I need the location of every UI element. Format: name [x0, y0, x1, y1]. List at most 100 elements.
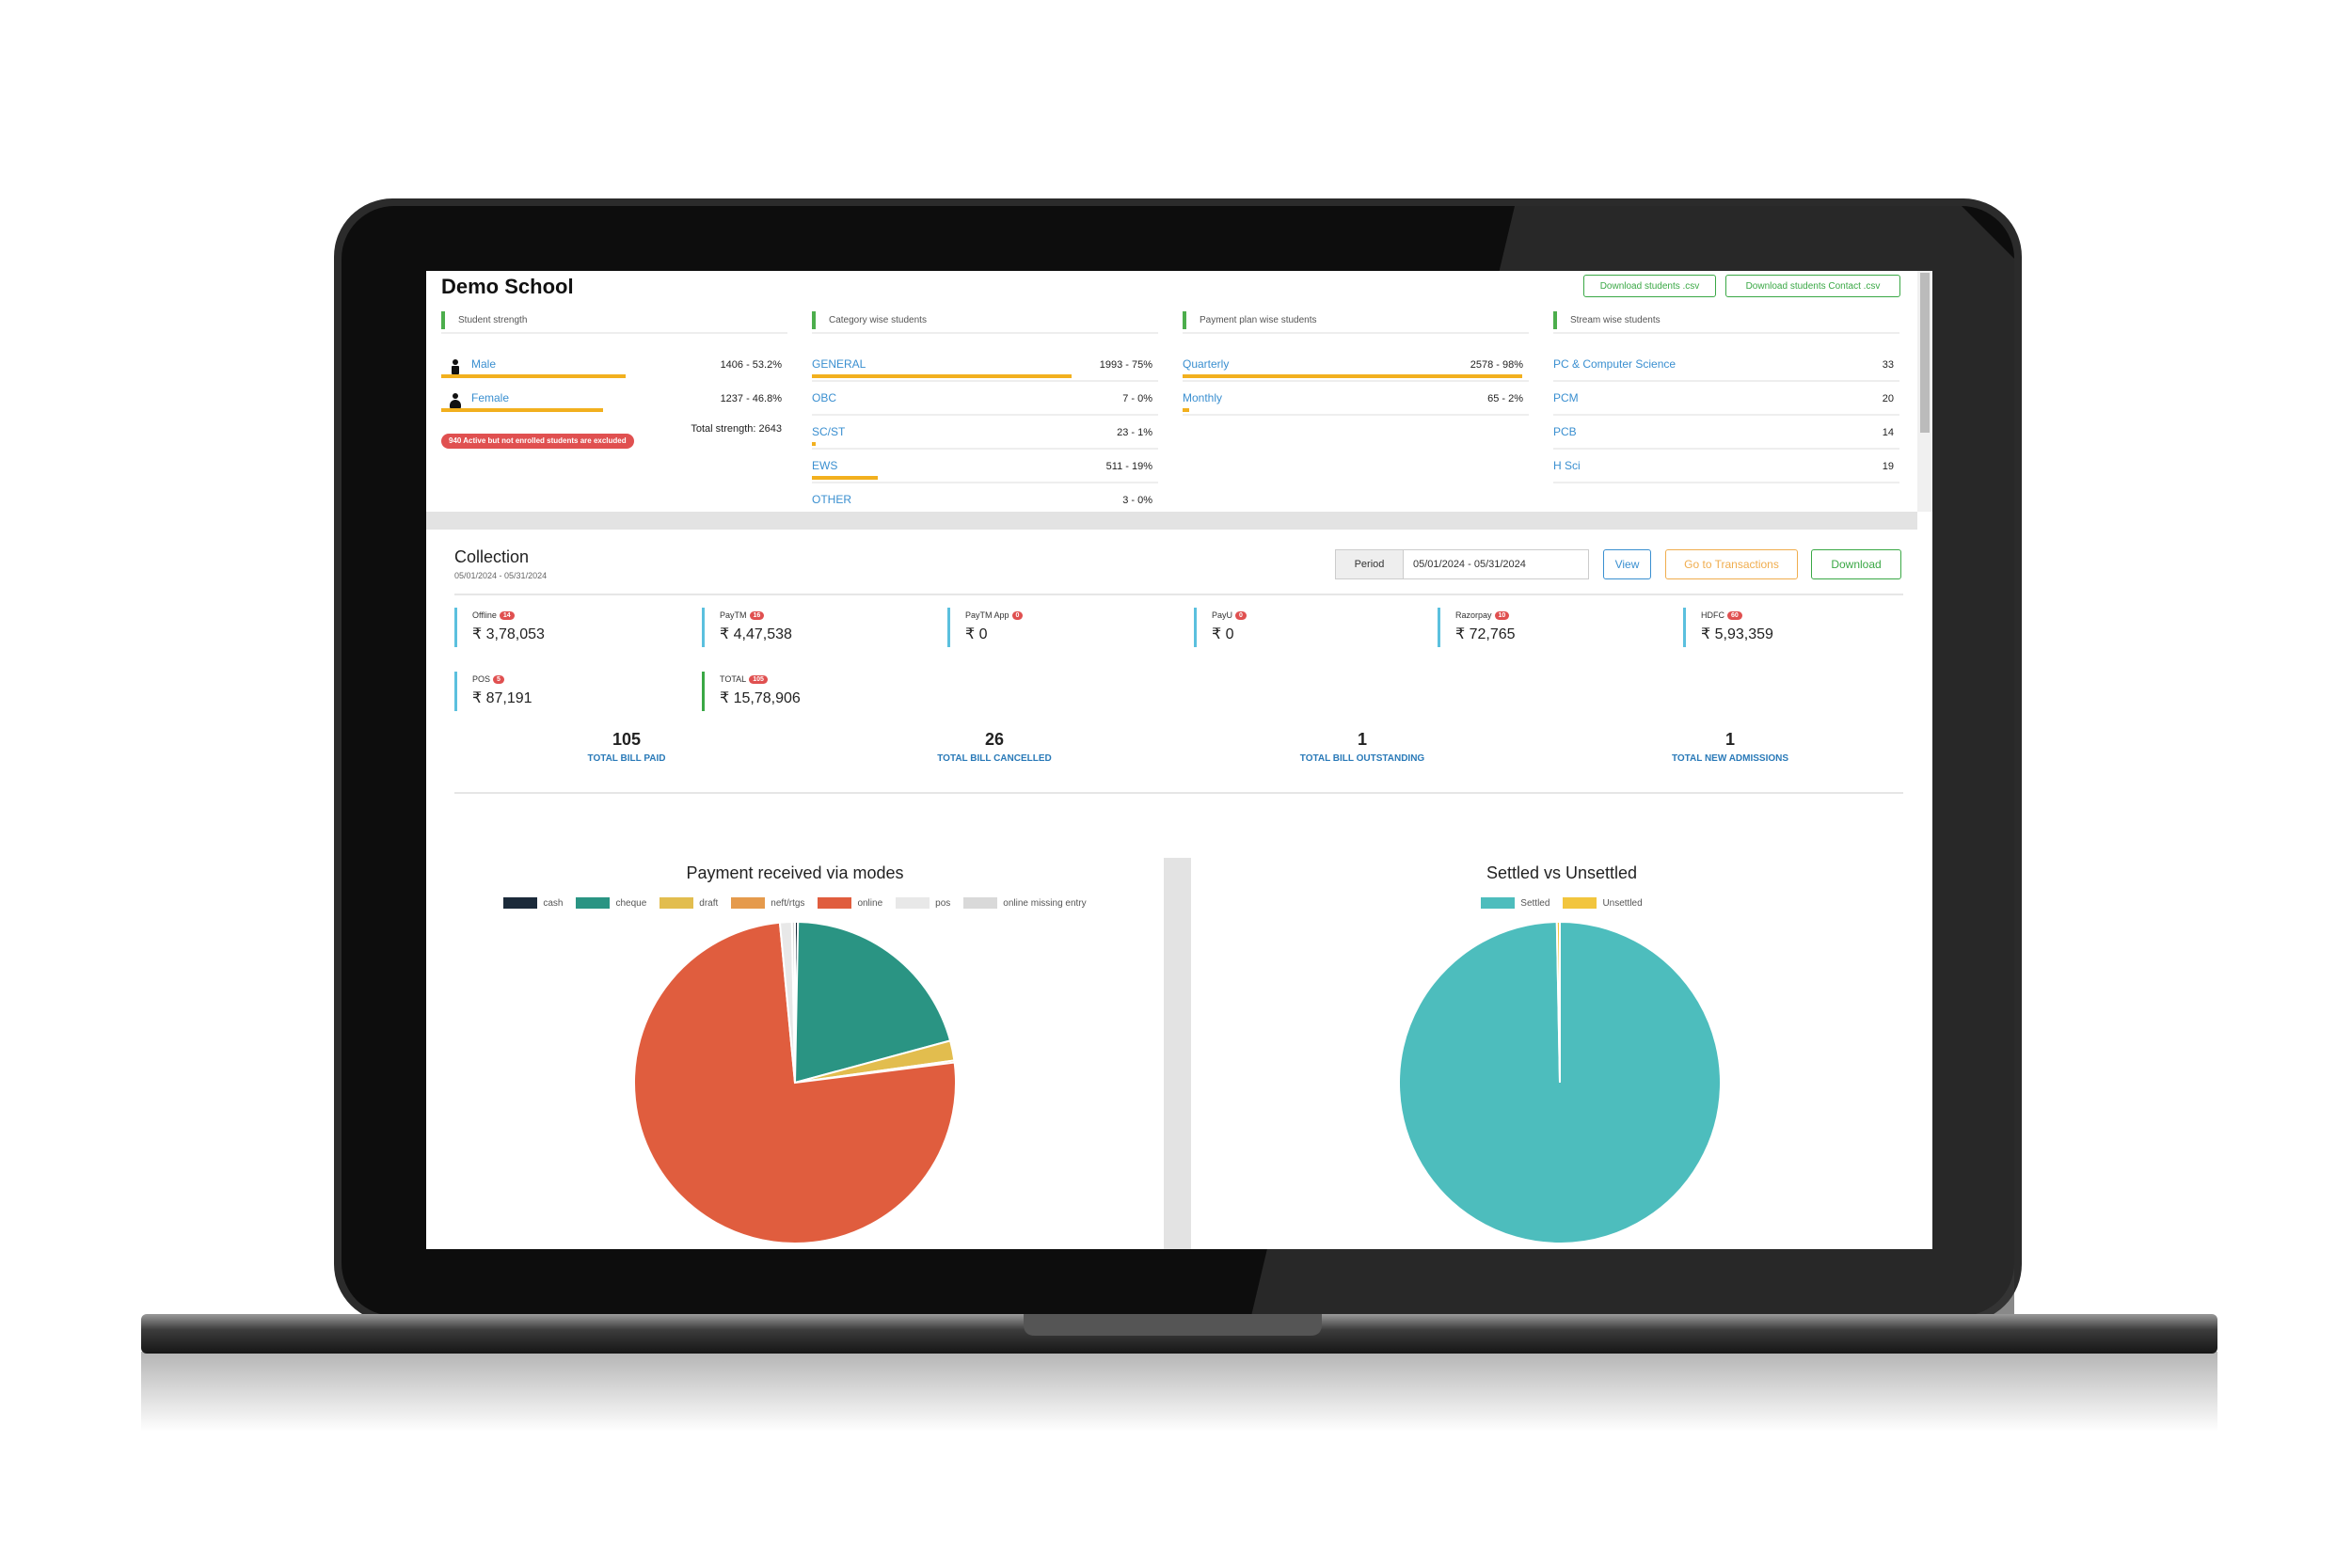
pie-slice [790, 920, 796, 1084]
chart: Settled vs Unsettled Settled Unsettled [1191, 863, 1932, 1249]
chart-title: Settled vs Unsettled [1486, 863, 1638, 882]
row-track [812, 414, 1158, 416]
stat: 105 TOTAL BILL PAID [485, 730, 768, 764]
legend-item[interactable]: pos [896, 897, 950, 909]
row-label[interactable]: OTHER [812, 493, 851, 506]
panel-row: GENERAL 1993 - 75% [812, 354, 1158, 384]
collection-date: 05/01/2024 - 05/31/2024 [454, 571, 548, 580]
row-label[interactable]: EWS [812, 459, 838, 472]
action-button[interactable]: Download [1811, 549, 1901, 579]
panel-title: Student strength [441, 311, 787, 329]
stat-label[interactable]: TOTAL BILL CANCELLED [937, 753, 1052, 764]
row-track [1183, 414, 1529, 416]
tile-count: 10 [1494, 610, 1510, 620]
row-label[interactable]: Male [471, 357, 497, 371]
legend-label: online missing entry [1003, 897, 1087, 909]
legend-swatch [731, 897, 766, 909]
legend-swatch [1481, 897, 1516, 909]
row-label[interactable]: Monthly [1183, 391, 1223, 404]
panel-row: H Sci 19 [1553, 455, 1899, 485]
download-button[interactable]: Download students Contact .csv [1725, 275, 1900, 297]
action-button[interactable]: Go to Transactions [1665, 549, 1798, 579]
legend-item[interactable]: online [818, 897, 882, 909]
payment-tile: Offline 14 ₹ 3,78,053 [454, 608, 671, 647]
period-label: Period [1336, 550, 1404, 578]
row-label[interactable]: H Sci [1553, 459, 1581, 472]
person-icon [449, 359, 462, 374]
legend-item[interactable]: online missing entry [963, 897, 1087, 909]
row-bar [441, 408, 604, 412]
icon-head [453, 359, 458, 365]
legend-item[interactable]: neft/rtgs [731, 897, 804, 909]
row-label[interactable]: GENERAL [812, 357, 866, 371]
tile-count: 14 [499, 610, 515, 620]
tile-label: Offline [472, 610, 497, 620]
person-icon [449, 393, 462, 408]
legend-item[interactable]: draft [660, 897, 718, 909]
row-label[interactable]: Female [471, 391, 510, 404]
payment-tile: PayU 0 ₹ 0 [1194, 608, 1410, 647]
scrollbar[interactable] [1917, 271, 1932, 512]
row-label[interactable]: PC & Computer Science [1553, 357, 1677, 371]
tile-amount: ₹ 15,78,906 [720, 690, 801, 706]
tile-amount: ₹ 4,47,538 [720, 626, 792, 642]
stat-label[interactable]: TOTAL BILL PAID [587, 753, 666, 764]
total-strength: Total strength: 2643 [691, 423, 782, 435]
tile-head: PayTM 16 [720, 608, 918, 623]
action-button[interactable]: View [1603, 549, 1651, 579]
tile-label: HDFC [1701, 610, 1724, 620]
panel-title: Category wise students [812, 311, 1158, 329]
tile-count: 16 [749, 610, 765, 620]
row-label[interactable]: OBC [812, 391, 837, 404]
legend-item[interactable]: Settled [1481, 897, 1549, 909]
row-value: 3 - 0% [1122, 495, 1152, 506]
row-value: 23 - 1% [1117, 427, 1152, 438]
row-label[interactable]: PCB [1553, 425, 1577, 438]
panel-row: Male 1406 - 53.2% [441, 354, 787, 384]
panel-row: SC/ST 23 - 1% [812, 421, 1158, 451]
tile-count: 0 [1011, 610, 1024, 620]
payment-tile: Razorpay 10 ₹ 72,765 [1438, 608, 1654, 647]
tile-count: 105 [749, 674, 768, 684]
tile-label: PayTM App [965, 610, 1009, 620]
tile-head: HDFC 60 [1701, 608, 1899, 623]
panel-row: OTHER 3 - 0% [812, 489, 1158, 512]
legend-swatch [896, 897, 930, 909]
legend-item[interactable]: cash [503, 897, 563, 909]
stat-label[interactable]: TOTAL BILL OUTSTANDING [1299, 753, 1425, 764]
tile-head: Razorpay 10 [1455, 608, 1654, 623]
row-bar [812, 476, 878, 480]
row-value: 1237 - 46.8% [720, 393, 782, 404]
period-value[interactable]: 05/01/2024 - 05/31/2024 [1413, 559, 1526, 570]
stat-label[interactable]: TOTAL NEW ADMISSIONS [1671, 753, 1789, 764]
legend-swatch [660, 897, 694, 909]
period-picker[interactable]: Period 05/01/2024 - 05/31/2024 [1335, 549, 1589, 579]
panel-row: PCM 20 [1553, 388, 1899, 418]
row-label[interactable]: Quarterly [1183, 357, 1230, 371]
legend-label: Settled [1520, 897, 1550, 909]
scroll-thumb[interactable] [1920, 273, 1930, 433]
download-button[interactable]: Download students .csv [1583, 275, 1716, 297]
chart: Payment received via modes cash cheque draf… [426, 863, 1164, 1249]
tile-label: PayTM [720, 610, 747, 620]
legend-label: draft [699, 897, 719, 909]
row-track [1553, 414, 1899, 416]
row-value: 20 [1882, 393, 1894, 404]
pie-chart [1398, 920, 1722, 1244]
row-label[interactable]: SC/ST [812, 425, 846, 438]
legend: Settled Unsettled [1191, 897, 1932, 909]
row-label[interactable]: PCM [1553, 391, 1579, 404]
payment-tile: POS 5 ₹ 87,191 [454, 672, 671, 711]
legend-label: online [857, 897, 883, 909]
divider [454, 792, 1903, 794]
legend-item[interactable]: cheque [576, 897, 646, 909]
row-track [1553, 482, 1899, 483]
notch [1024, 1314, 1322, 1336]
row-value: 1993 - 75% [1099, 359, 1152, 371]
shadow [141, 1352, 2217, 1432]
legend-item[interactable]: Unsettled [1563, 897, 1643, 909]
legend-swatch [818, 897, 852, 909]
stat-value: 1 [1724, 730, 1735, 749]
row-value: 1406 - 53.2% [720, 359, 782, 371]
